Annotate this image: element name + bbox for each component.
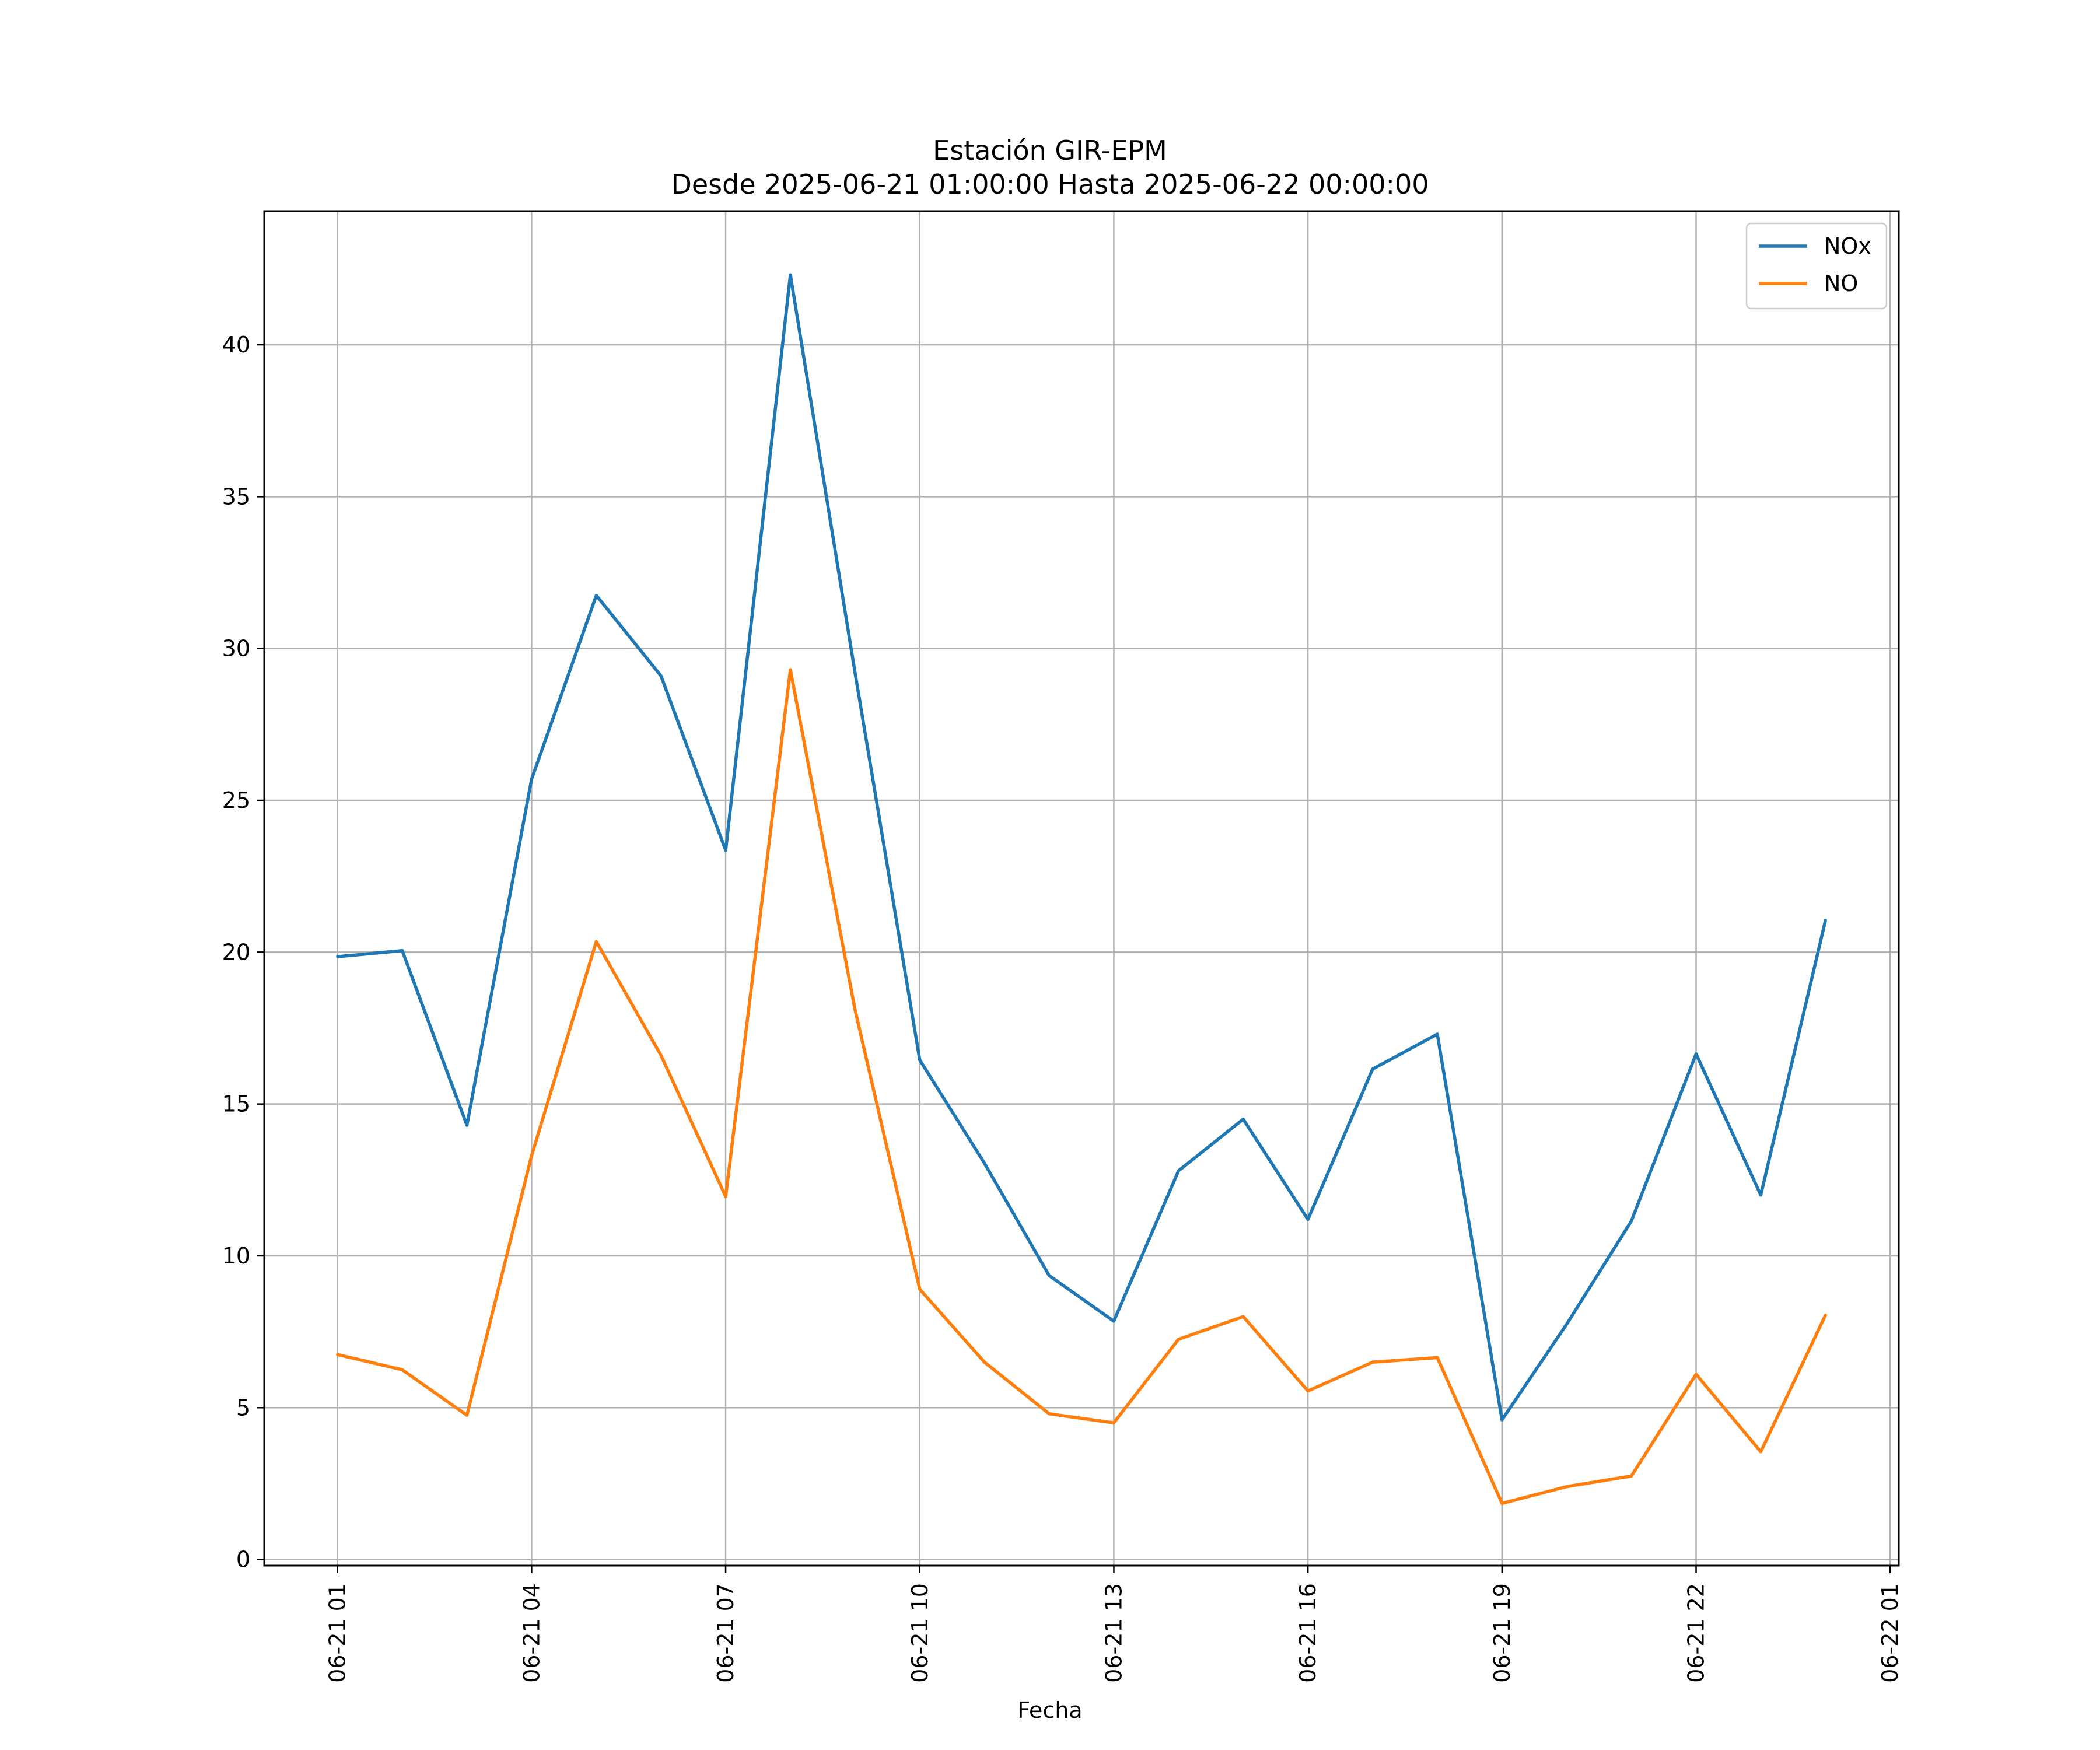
data-point-no bbox=[1306, 1390, 1310, 1393]
data-point-no bbox=[1048, 1412, 1051, 1416]
y-tick-label: 40 bbox=[222, 332, 250, 358]
data-point-no bbox=[1436, 1356, 1439, 1359]
data-point-nox bbox=[1436, 1032, 1439, 1036]
data-point-nox bbox=[1177, 1169, 1180, 1172]
data-point-no bbox=[1177, 1338, 1180, 1341]
x-tick-label: 06-21 10 bbox=[907, 1583, 933, 1683]
grid bbox=[264, 211, 1899, 1566]
data-point-nox bbox=[401, 949, 404, 953]
data-point-no bbox=[1695, 1373, 1698, 1376]
x-tick-label: 06-21 19 bbox=[1489, 1583, 1515, 1683]
series-lines bbox=[336, 273, 1827, 1506]
y-tick-label: 30 bbox=[222, 636, 250, 662]
legend: NOx NO bbox=[1745, 222, 1888, 310]
y-axis: 0 5 10 15 20 25 30 35 40 bbox=[222, 332, 264, 1573]
y-tick-label: 0 bbox=[236, 1547, 250, 1573]
data-point-no bbox=[724, 1195, 727, 1198]
data-point-no bbox=[1824, 1313, 1827, 1317]
data-point-nox bbox=[1500, 1418, 1504, 1422]
data-point-no bbox=[465, 1413, 468, 1417]
plot-frame bbox=[263, 210, 1900, 1567]
x-tick-label: 06-21 22 bbox=[1684, 1583, 1709, 1683]
data-point-nox bbox=[659, 674, 663, 678]
y-tick-label: 10 bbox=[222, 1243, 250, 1269]
data-point-nox bbox=[1048, 1274, 1051, 1278]
data-point-no bbox=[789, 668, 792, 671]
data-point-no bbox=[853, 1008, 857, 1012]
data-point-nox bbox=[530, 778, 533, 781]
y-tick-label: 25 bbox=[222, 788, 250, 813]
data-point-nox bbox=[1565, 1322, 1569, 1326]
legend-label-no: NO bbox=[1824, 271, 1858, 296]
x-axis: 06-21 01 06-21 04 06-21 07 06-21 10 06-21 13… bbox=[325, 1566, 1903, 1683]
y-tick-label: 20 bbox=[222, 939, 250, 965]
x-tick-label: 06-22 01 bbox=[1877, 1583, 1903, 1683]
chart-subtitle: Desde 2025-06-21 01:00:00 Hasta 2025-06-… bbox=[671, 169, 1429, 200]
data-point-no bbox=[1500, 1502, 1504, 1505]
x-tick-label: 06-21 13 bbox=[1101, 1583, 1126, 1683]
data-point-nox bbox=[1759, 1194, 1762, 1197]
data-point-nox bbox=[594, 594, 598, 597]
data-point-no bbox=[659, 1054, 663, 1057]
y-tick-label: 5 bbox=[236, 1395, 250, 1420]
legend-label-nox: NOx bbox=[1824, 233, 1871, 259]
data-point-nox bbox=[1371, 1068, 1374, 1071]
data-point-no bbox=[918, 1287, 922, 1291]
data-point-no bbox=[1565, 1485, 1569, 1489]
chart-title: Estación GIR-EPM bbox=[933, 135, 1167, 166]
data-point-no bbox=[1630, 1474, 1633, 1478]
x-tick-label: 06-21 16 bbox=[1295, 1583, 1321, 1683]
data-point-nox bbox=[465, 1124, 468, 1127]
x-tick-label: 06-21 04 bbox=[519, 1583, 544, 1683]
data-point-no bbox=[1759, 1450, 1762, 1454]
data-point-nox bbox=[724, 849, 727, 852]
y-tick-label: 35 bbox=[222, 484, 250, 509]
data-point-nox bbox=[853, 671, 857, 674]
data-point-no bbox=[530, 1154, 533, 1157]
x-tick-label: 06-21 01 bbox=[325, 1583, 351, 1683]
data-point-no bbox=[336, 1353, 340, 1356]
data-point-nox bbox=[789, 273, 792, 276]
data-point-nox bbox=[983, 1161, 986, 1165]
data-point-no bbox=[401, 1368, 404, 1371]
data-point-nox bbox=[1241, 1118, 1245, 1121]
data-point-nox bbox=[918, 1058, 922, 1062]
data-point-nox bbox=[336, 955, 340, 958]
data-point-nox bbox=[1112, 1320, 1115, 1323]
y-tick-label: 15 bbox=[222, 1091, 250, 1117]
series-line-nox bbox=[337, 273, 1827, 1422]
data-point-no bbox=[594, 940, 598, 943]
data-point-no bbox=[1241, 1315, 1245, 1318]
data-point-no bbox=[983, 1360, 986, 1364]
data-point-nox bbox=[1306, 1217, 1310, 1221]
data-point-nox bbox=[1824, 919, 1827, 922]
data-point-no bbox=[1371, 1360, 1374, 1364]
series-line-no bbox=[337, 668, 1827, 1506]
x-axis-label: Fecha bbox=[1017, 1698, 1083, 1723]
data-point-nox bbox=[1630, 1219, 1633, 1223]
x-tick-label: 06-21 07 bbox=[713, 1583, 738, 1683]
data-point-nox bbox=[1695, 1052, 1698, 1056]
data-point-no bbox=[1112, 1421, 1115, 1424]
